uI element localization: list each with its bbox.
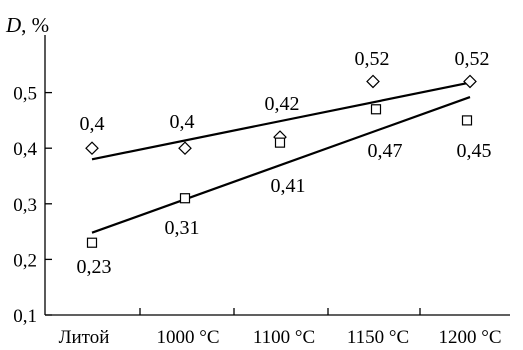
y-tick-label: 0,2 xyxy=(13,250,37,271)
x-tick-label: 1200 °С xyxy=(438,327,501,348)
data-label: 0,45 xyxy=(457,140,492,162)
diamond-marker xyxy=(463,74,477,89)
axes xyxy=(44,35,510,316)
y-tick-label: 0,4 xyxy=(13,139,37,160)
square-marker xyxy=(370,104,382,115)
data-label: 0,47 xyxy=(368,140,403,162)
y-tick-label: 0,3 xyxy=(13,195,37,216)
x-ticks: Литой 1000 °С 1100 °С 1150 °С 1200 °С xyxy=(59,308,502,348)
y-axis-label: D, % xyxy=(5,13,49,37)
square-marker xyxy=(274,137,286,148)
data-label: 0,52 xyxy=(455,48,490,70)
diamond-marker xyxy=(85,141,99,156)
y-tick-label: 0,5 xyxy=(13,84,37,105)
data-label: 0,4 xyxy=(170,111,195,133)
diamond-marker xyxy=(366,74,380,89)
data-labels: 0,4 0,4 0,42 0,52 0,52 0,23 0,31 0,41 0,47 0,45 xyxy=(77,48,492,278)
square-marker xyxy=(461,115,473,126)
y-axis-unit: , % xyxy=(21,13,49,37)
y-ticks: 0,1 0,2 0,3 0,4 0,5 xyxy=(13,84,52,327)
square-marker xyxy=(86,237,98,248)
x-tick-label: 1150 °С xyxy=(347,327,409,348)
data-label: 0,31 xyxy=(165,217,200,239)
diamond-marker xyxy=(178,141,192,156)
trend-lines xyxy=(91,81,471,234)
trend-line-1 xyxy=(91,81,471,161)
data-label: 0,4 xyxy=(80,113,105,135)
data-label: 0,52 xyxy=(355,48,390,70)
data-label: 0,41 xyxy=(271,175,306,197)
y-axis-symbol: D xyxy=(5,13,21,37)
data-label: 0,23 xyxy=(77,256,112,278)
markers xyxy=(85,74,477,248)
y-tick-label: 0,1 xyxy=(13,306,37,327)
x-tick-label: Литой xyxy=(59,327,110,348)
x-tick-label: 1000 °С xyxy=(156,327,219,348)
square-marker xyxy=(179,193,191,204)
data-label: 0,42 xyxy=(265,93,300,115)
trend-line-2 xyxy=(91,96,471,234)
x-tick-label: 1100 °С xyxy=(253,327,315,348)
